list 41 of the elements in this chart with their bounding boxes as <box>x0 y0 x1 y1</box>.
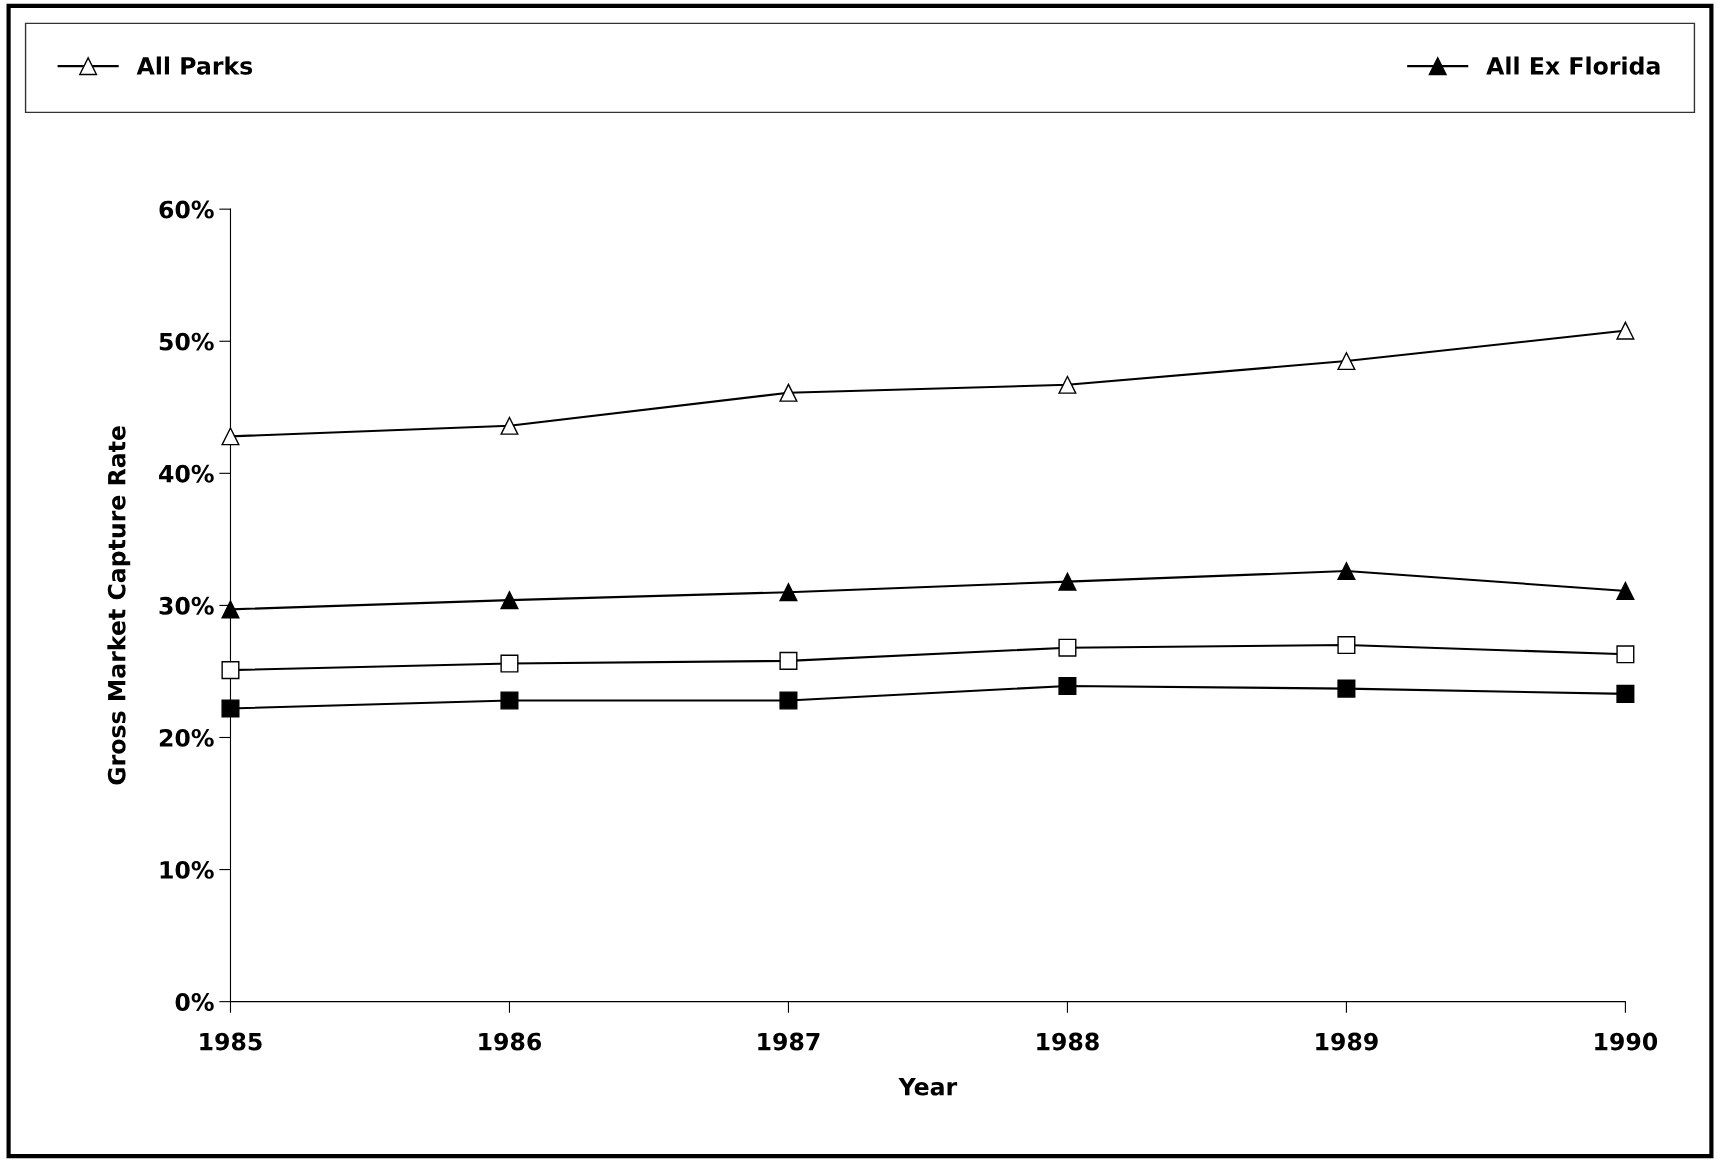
y-axis-title: Gross Market Capture Rate <box>107 426 131 785</box>
point <box>1616 684 1635 703</box>
y-tick-label: 20% <box>159 728 214 747</box>
point <box>1616 321 1635 340</box>
point <box>221 600 240 619</box>
point <box>1616 581 1635 600</box>
point <box>779 691 798 710</box>
point <box>1058 676 1077 695</box>
point <box>500 654 519 673</box>
y-tick-label: 0% <box>175 993 214 1011</box>
legend-label: All Ex Florida <box>1486 56 1660 75</box>
y-tick-label: 30% <box>159 596 214 615</box>
point <box>221 699 240 718</box>
point <box>1337 352 1356 371</box>
legend-label: All Parks <box>136 56 253 75</box>
point <box>500 691 519 710</box>
point <box>1337 562 1356 581</box>
point <box>779 583 798 602</box>
point <box>1337 635 1356 655</box>
point <box>1058 375 1077 394</box>
y-tick-label: 60% <box>159 200 214 219</box>
y-tick-label: 10% <box>160 861 214 879</box>
point <box>1058 638 1077 657</box>
x-tick-label: 1988 <box>1037 1032 1099 1051</box>
point <box>221 427 240 446</box>
x-tick-label: 1987 <box>758 1032 820 1051</box>
point <box>1337 679 1356 698</box>
point <box>221 661 240 680</box>
y-tick-label: 40% <box>159 464 214 483</box>
x-tick-label: 1986 <box>479 1032 542 1051</box>
x-axis-title: Year <box>898 1078 958 1096</box>
point <box>1616 645 1635 664</box>
x-tick-label: 1989 <box>1316 1032 1378 1051</box>
x-tick-label: 1990 <box>1595 1032 1658 1051</box>
point <box>779 383 798 402</box>
point <box>500 591 519 610</box>
point <box>1058 572 1077 591</box>
x-tick-label: 1985 <box>200 1032 262 1051</box>
point <box>779 651 798 670</box>
point <box>500 416 519 435</box>
y-tick-label: 50% <box>159 332 214 351</box>
